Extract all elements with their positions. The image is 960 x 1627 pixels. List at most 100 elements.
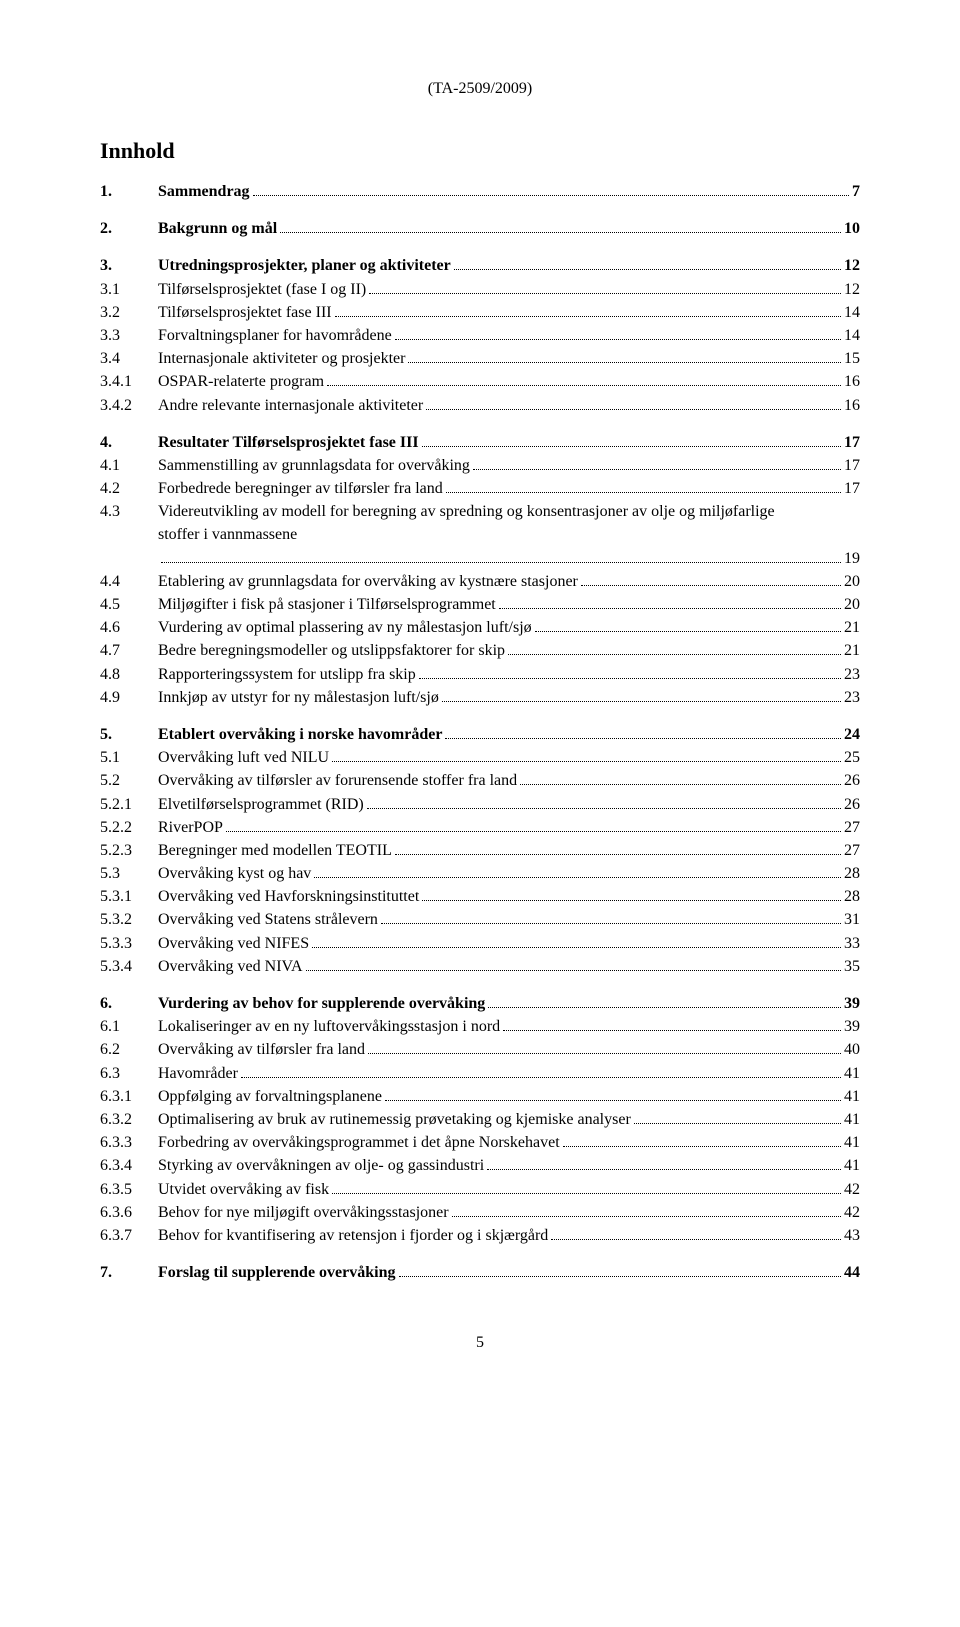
toc-entry-text: RiverPOP: [158, 816, 223, 839]
toc-leader-dots: [634, 1123, 841, 1124]
toc-entry-text: Tilførselsprosjektet (fase I og II): [158, 278, 366, 301]
toc-entry[interactable]: 6.3.7Behov for kvantifisering av retensj…: [100, 1224, 860, 1247]
toc-entry[interactable]: 5.3.1Overvåking ved Havforskningsinstitu…: [100, 885, 860, 908]
toc-entry-text: Utvidet overvåking av fisk: [158, 1178, 329, 1201]
toc-entry-number: 4.8: [100, 663, 158, 686]
toc-leader-dots: [332, 761, 841, 762]
toc-entry-text: Lokaliseringer av en ny luftovervåkingss…: [158, 1015, 500, 1038]
toc-entry-number: 3.: [100, 254, 158, 277]
toc-entry[interactable]: 5.1Overvåking luft ved NILU25: [100, 746, 860, 769]
toc-entry[interactable]: 6.3.4Styrking av overvåkningen av olje- …: [100, 1154, 860, 1177]
toc-entry[interactable]: 5.Etablert overvåking i norske havområde…: [100, 723, 860, 746]
toc-entry-number: 5.2.1: [100, 793, 158, 816]
toc-entry-text: Videreutvikling av modell for beregning …: [158, 500, 778, 546]
toc-entry[interactable]: 6.Vurdering av behov for supplerende ove…: [100, 992, 860, 1015]
toc-entry-page: 26: [844, 793, 860, 816]
toc-entry[interactable]: 6.3.2Optimalisering av bruk av rutinemes…: [100, 1108, 860, 1131]
toc-entry[interactable]: 4.7Bedre beregningsmodeller og utslippsf…: [100, 639, 860, 662]
toc-entry-text: Overvåking av tilførsler av forurensende…: [158, 769, 517, 792]
toc-entry-text: Andre relevante internasjonale aktivitet…: [158, 394, 423, 417]
toc-leader-dots: [426, 409, 841, 410]
toc-entry-number: 3.4.2: [100, 394, 158, 417]
toc-entry-text: Bedre beregningsmodeller og utslippsfakt…: [158, 639, 505, 662]
toc-entry[interactable]: 3.Utredningsprosjekter, planer og aktivi…: [100, 254, 860, 277]
toc-entry-page: 28: [844, 862, 860, 885]
toc-leader-dots: [367, 808, 841, 809]
toc-entry[interactable]: 6.3Havområder41: [100, 1062, 860, 1085]
toc-entry[interactable]: 6.2Overvåking av tilførsler fra land40: [100, 1038, 860, 1061]
toc-leader-dots: [314, 877, 841, 878]
toc-entry-text: Internasjonale aktiviteter og prosjekter: [158, 347, 405, 370]
toc-leader-dots: [399, 1276, 842, 1277]
toc-entry-page: 41: [844, 1062, 860, 1085]
toc-entry-number: 4.: [100, 431, 158, 454]
toc-entry-number: 5.2.3: [100, 839, 158, 862]
toc-entry-number: 3.2: [100, 301, 158, 324]
toc-entry-page: 28: [844, 885, 860, 908]
toc-entry[interactable]: 5.3.4Overvåking ved NIVA35: [100, 955, 860, 978]
toc-entry[interactable]: 3.1Tilførselsprosjektet (fase I og II)12: [100, 278, 860, 301]
toc-entry[interactable]: 3.4Internasjonale aktiviteter og prosjek…: [100, 347, 860, 370]
toc-entry[interactable]: 4.3Videreutvikling av modell for beregni…: [100, 500, 860, 546]
toc-entry-number: 6.3.5: [100, 1178, 158, 1201]
toc-leader-dots: [508, 654, 841, 655]
toc-entry[interactable]: 4.1Sammenstilling av grunnlagsdata for o…: [100, 454, 860, 477]
toc-entry[interactable]: 6.3.5Utvidet overvåking av fisk42: [100, 1178, 860, 1201]
toc-entry[interactable]: 5.3.3Overvåking ved NIFES33: [100, 932, 860, 955]
toc-entry-page: 39: [844, 1015, 860, 1038]
toc-entry[interactable]: 2.Bakgrunn og mål10: [100, 217, 860, 240]
toc-leader-dots: [408, 362, 841, 363]
toc-entry[interactable]: 5.2Overvåking av tilførsler av forurense…: [100, 769, 860, 792]
toc-entry-text: Oppfølging av forvaltningsplanene: [158, 1085, 382, 1108]
toc-entry-number: 6.3.4: [100, 1154, 158, 1177]
toc-entry[interactable]: 19: [100, 547, 860, 570]
toc-entry[interactable]: 7.Forslag til supplerende overvåking44: [100, 1261, 860, 1284]
toc-leader-dots: [446, 492, 841, 493]
toc-entry-text: Sammenstilling av grunnlagsdata for over…: [158, 454, 470, 477]
toc-entry-number: 4.6: [100, 616, 158, 639]
toc-entry-text: OSPAR-relaterte program: [158, 370, 324, 393]
toc-entry[interactable]: 4.Resultater Tilførselsprosjektet fase I…: [100, 431, 860, 454]
toc-entry[interactable]: 3.4.2Andre relevante internasjonale akti…: [100, 394, 860, 417]
toc-entry-page: 15: [844, 347, 860, 370]
toc-entry[interactable]: 4.4Etablering av grunnlagsdata for overv…: [100, 570, 860, 593]
toc-entry-page: 35: [844, 955, 860, 978]
toc-entry[interactable]: 4.6Vurdering av optimal plassering av ny…: [100, 616, 860, 639]
toc-entry[interactable]: 5.3.2Overvåking ved Statens strålevern31: [100, 908, 860, 931]
toc-leader-dots: [442, 701, 841, 702]
toc-entry-text: Etablering av grunnlagsdata for overvåki…: [158, 570, 578, 593]
toc-leader-dots: [422, 446, 841, 447]
toc-entry-text: Sammendrag: [158, 180, 250, 203]
toc-leader-dots: [226, 831, 841, 832]
toc-entry-number: 5.3.4: [100, 955, 158, 978]
toc-entry-text: Forvaltningsplaner for havområdene: [158, 324, 392, 347]
toc-entry[interactable]: 5.2.2RiverPOP27: [100, 816, 860, 839]
toc-leader-dots: [335, 316, 841, 317]
toc-entry[interactable]: 5.3Overvåking kyst og hav28: [100, 862, 860, 885]
toc-entry[interactable]: 3.2Tilførselsprosjektet fase III14: [100, 301, 860, 324]
toc-entry[interactable]: 6.3.6Behov for nye miljøgift overvåkings…: [100, 1201, 860, 1224]
toc-entry[interactable]: 5.2.3Beregninger med modellen TEOTIL 27: [100, 839, 860, 862]
toc-entry[interactable]: 6.3.1Oppfølging av forvaltningsplanene41: [100, 1085, 860, 1108]
toc-entry-text: Overvåking ved Statens strålevern: [158, 908, 378, 931]
toc-leader-dots: [563, 1146, 841, 1147]
toc-entry[interactable]: 1.Sammendrag7: [100, 180, 860, 203]
document-id: (TA-2509/2009): [100, 80, 860, 98]
toc-leader-dots: [369, 293, 841, 294]
toc-entry-page: 20: [844, 593, 860, 616]
toc-entry[interactable]: 3.3Forvaltningsplaner for havområdene14: [100, 324, 860, 347]
toc-entry-page: 27: [844, 839, 860, 862]
toc-entry[interactable]: 3.4.1OSPAR-relaterte program16: [100, 370, 860, 393]
toc-entry-number: 5.3.1: [100, 885, 158, 908]
toc-entry[interactable]: 6.1Lokaliseringer av en ny luftovervåkin…: [100, 1015, 860, 1038]
toc-entry[interactable]: 6.3.3Forbedring av overvåkingsprogrammet…: [100, 1131, 860, 1154]
toc-entry-text: Beregninger med modellen TEOTIL: [158, 839, 392, 862]
toc-entry[interactable]: 4.9Innkjøp av utstyr for ny målestasjon …: [100, 686, 860, 709]
toc-entry[interactable]: 4.5Miljøgifter i fisk på stasjoner i Til…: [100, 593, 860, 616]
toc-entry[interactable]: 4.8Rapporteringssystem for utslipp fra s…: [100, 663, 860, 686]
toc-entry[interactable]: 5.2.1Elvetilførselsprogrammet (RID)26: [100, 793, 860, 816]
toc-entry-page: 41: [844, 1108, 860, 1131]
toc-heading: Innhold: [100, 138, 860, 164]
toc-entry[interactable]: 4.2Forbedrede beregninger av tilførsler …: [100, 477, 860, 500]
toc-entry-page: 41: [844, 1154, 860, 1177]
